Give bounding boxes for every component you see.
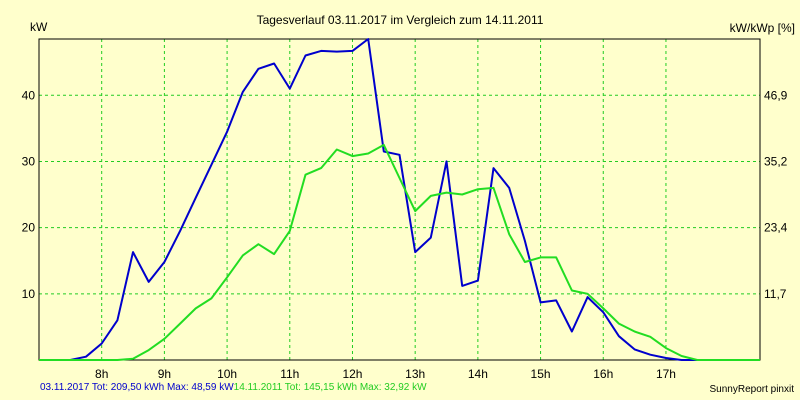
y-axis-label-right: kW/kWp [%] bbox=[730, 21, 795, 35]
y-right-tick-label-0: 11,7 bbox=[764, 287, 787, 301]
chart-title: Tagesverlauf 03.11.2017 im Vergleich zum… bbox=[257, 13, 544, 27]
y-right-tick-label-1: 23,4 bbox=[764, 221, 788, 235]
x-tick-label-9: 17h bbox=[656, 367, 676, 381]
legend-2017: 03.11.2017 Tot: 209,50 kWh Max: 48,59 kW bbox=[40, 382, 234, 393]
tick-labels: 10 11,7 20 23,4 30 35,2 40 46,9 8h 9h 10h 11h 12h 13h… bbox=[22, 88, 788, 381]
footer-credit: SunnyReport pinxit bbox=[709, 384, 795, 395]
grid-lines bbox=[39, 39, 760, 360]
series-line-0 bbox=[39, 38, 760, 361]
series-line-1 bbox=[39, 143, 760, 361]
x-tick-label-7: 15h bbox=[531, 367, 551, 381]
y-tick-label-1: 20 bbox=[22, 221, 36, 235]
x-tick-label-0: 8h bbox=[95, 367, 108, 381]
plot-frame bbox=[38, 38, 761, 361]
footer-legend: 03.11.2017 Tot: 209,50 kWh Max: 48,59 kW… bbox=[40, 382, 427, 393]
y-tick-label-3: 40 bbox=[22, 88, 36, 102]
x-tick-label-4: 12h bbox=[342, 367, 362, 381]
x-tick-label-5: 13h bbox=[405, 367, 425, 381]
y-tick-label-2: 30 bbox=[22, 154, 36, 168]
x-tick-label-2: 10h bbox=[217, 367, 237, 381]
x-tick-label-8: 16h bbox=[593, 367, 613, 381]
x-tick-label-6: 14h bbox=[468, 367, 488, 381]
legend-2011: 14.11.2011 Tot: 145,15 kWh Max: 32,92 kW bbox=[233, 382, 427, 393]
y-right-tick-label-3: 46,9 bbox=[764, 88, 788, 102]
x-tick-label-3: 11h bbox=[280, 367, 299, 381]
y-right-tick-label-2: 35,2 bbox=[764, 154, 788, 168]
x-tick-label-1: 9h bbox=[158, 367, 171, 381]
series-lines bbox=[39, 38, 760, 361]
y-tick-label-0: 10 bbox=[22, 287, 36, 301]
axes bbox=[38, 38, 761, 361]
y-axis-label-left: kW bbox=[30, 20, 48, 34]
